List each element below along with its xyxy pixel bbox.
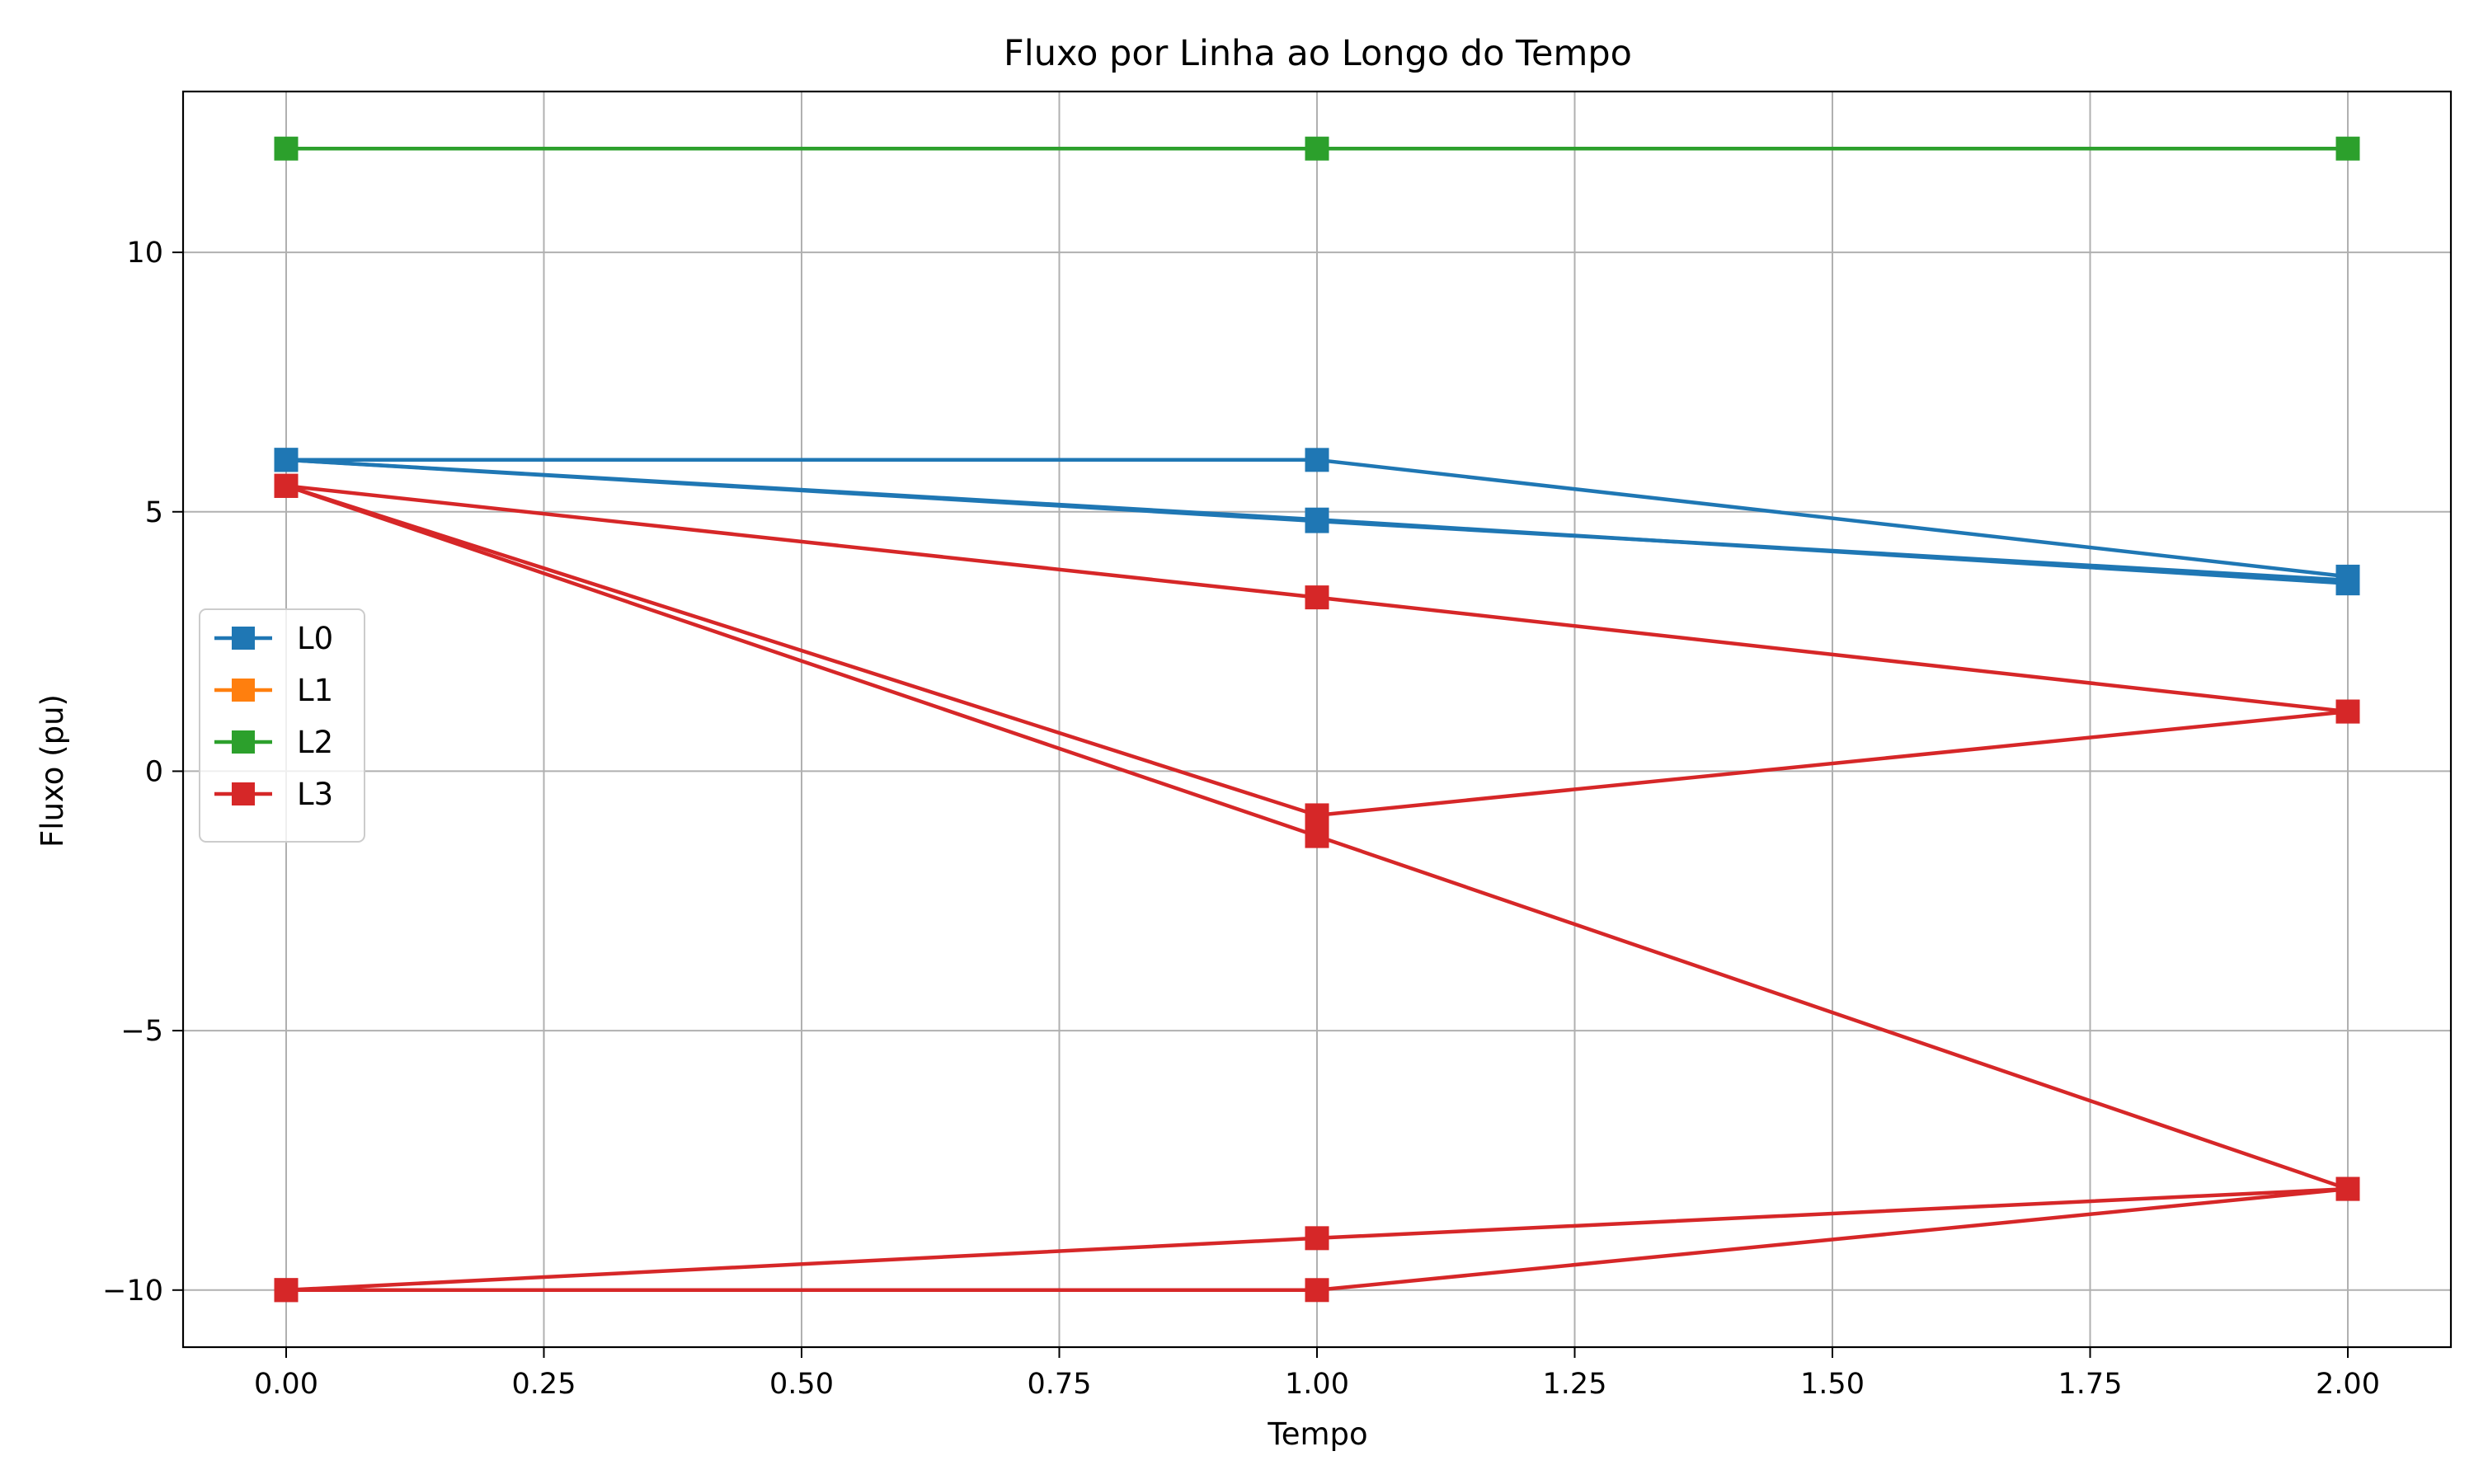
data-point-L3 [2335, 1176, 2360, 1201]
data-point-L0 [1305, 448, 1329, 472]
y-tick-label: 5 [145, 496, 163, 529]
x-axis-title: Tempo [1267, 1416, 1367, 1452]
data-point-L0 [274, 448, 299, 472]
x-tick-label: 2.00 [2316, 1368, 2380, 1401]
legend: L0 L1 L2 L3 [199, 608, 365, 843]
series-L0 [274, 448, 2360, 596]
y-tick-label: 10 [126, 237, 163, 270]
x-tick-label: 1.25 [1543, 1368, 1607, 1401]
legend-label-L0: L0 [297, 621, 333, 656]
data-point-L3 [1305, 824, 1329, 848]
x-tick-label: 0.50 [769, 1368, 834, 1401]
legend-marker-L0 [232, 627, 255, 650]
data-point-L0 [2335, 568, 2360, 593]
chart-title: Fluxo por Linha ao Longo do Tempo [1004, 33, 1632, 74]
data-point-L3 [274, 1278, 299, 1303]
data-point-L3 [1305, 1226, 1329, 1251]
y-axis-title: Fluxo (pu) [35, 694, 70, 848]
x-tick-label: 0.00 [254, 1368, 318, 1401]
data-point-L2 [1305, 136, 1329, 161]
x-tick-label: 1.50 [1800, 1368, 1865, 1401]
y-tick-label: 0 [145, 755, 163, 788]
x-axis: 0.00 0.25 0.50 0.75 1.00 1.25 1.50 1.75 2.00 [254, 1347, 2380, 1401]
data-point-L0 [1305, 509, 1329, 533]
data-point-L3 [1305, 803, 1329, 828]
legend-label-L1: L1 [297, 673, 333, 708]
data-point-L3 [2335, 699, 2360, 724]
series-L2 [274, 136, 2360, 161]
data-point-L2 [2335, 136, 2360, 161]
legend-label-L2: L2 [297, 725, 333, 760]
y-tick-label: −10 [102, 1275, 163, 1308]
data-point-L2 [274, 136, 299, 161]
y-tick-label: −5 [120, 1015, 163, 1048]
x-tick-label: 0.75 [1028, 1368, 1092, 1401]
legend-marker-L3 [232, 782, 255, 805]
plot-series [274, 136, 2360, 1303]
legend-marker-L2 [232, 730, 255, 754]
x-tick-label: 0.25 [512, 1368, 576, 1401]
legend-box [199, 608, 365, 843]
data-point-L3 [274, 473, 299, 498]
legend-marker-L1 [232, 679, 255, 702]
series-L3 [274, 473, 2360, 1303]
y-axis: −10 −5 0 5 10 [102, 237, 183, 1308]
x-tick-label: 1.75 [2058, 1368, 2123, 1401]
data-point-L3 [1305, 1278, 1329, 1303]
data-point-L3 [1305, 585, 1329, 610]
legend-label-L3: L3 [297, 777, 333, 812]
x-tick-label: 1.00 [1285, 1368, 1349, 1401]
